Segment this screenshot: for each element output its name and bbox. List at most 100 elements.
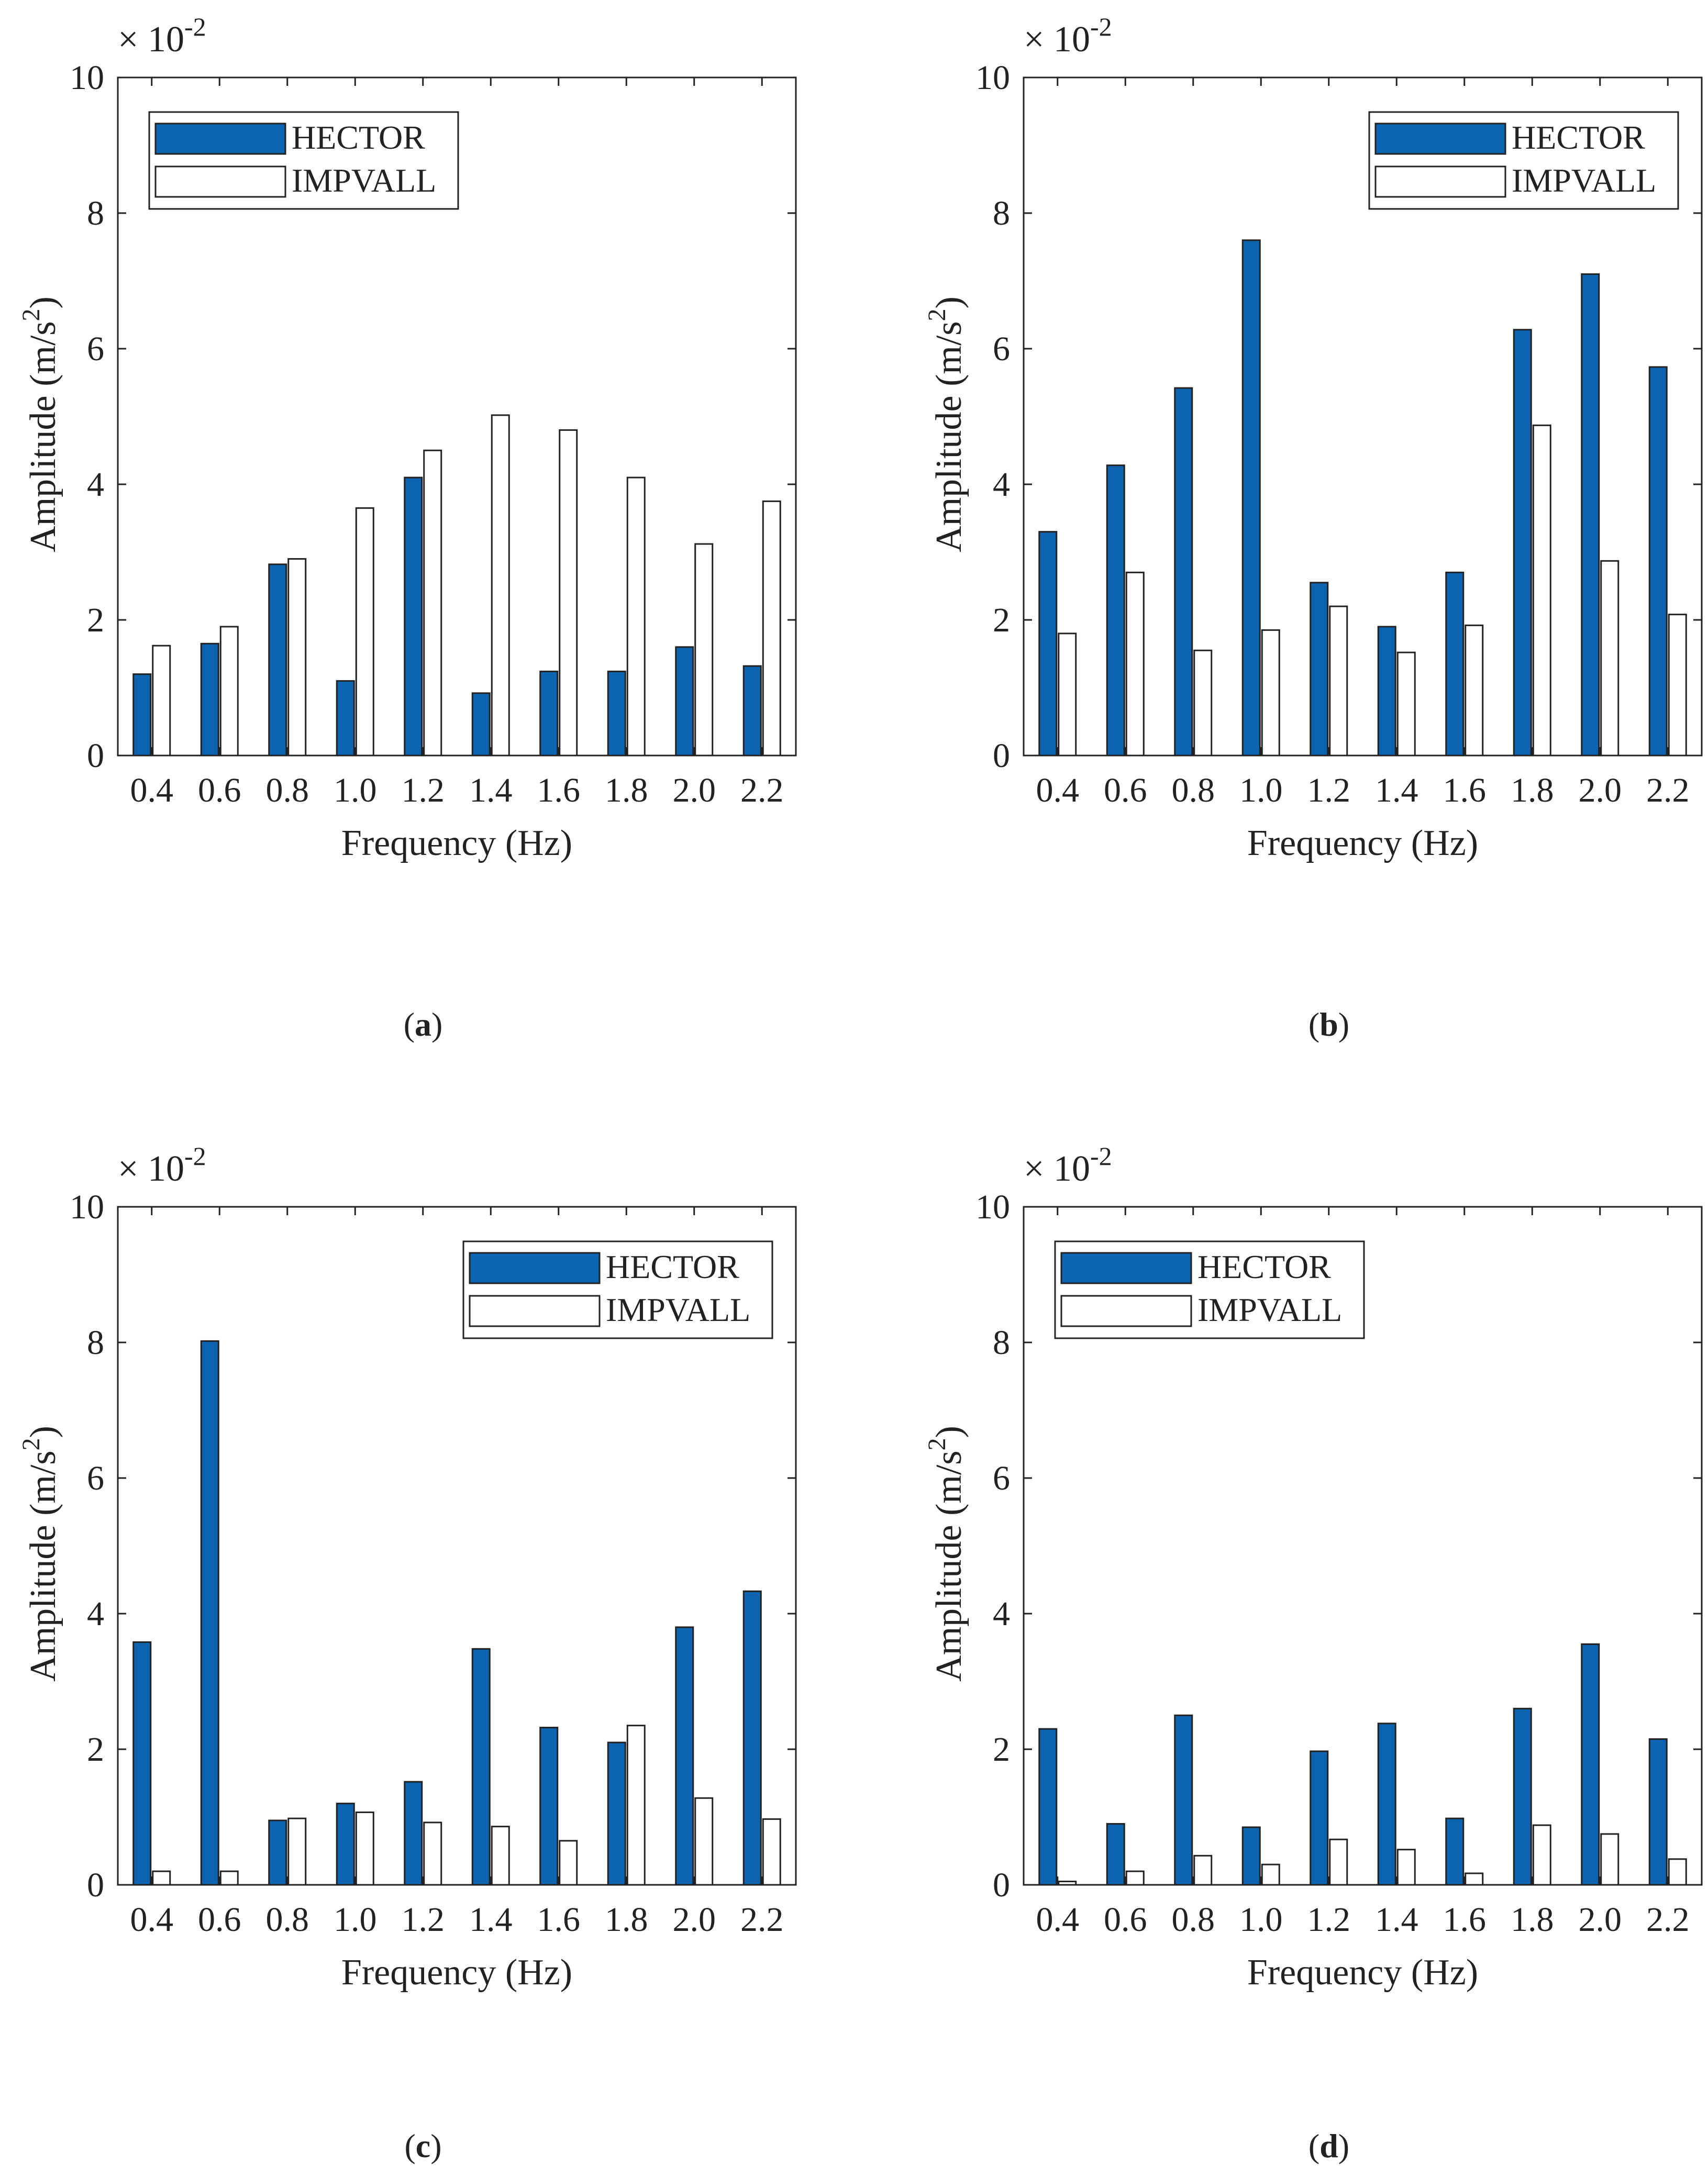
bar-hector-1.6 <box>539 1727 559 1886</box>
legend-swatch-impvall <box>1374 165 1506 198</box>
legend-swatch-hector <box>154 123 286 155</box>
bar-impvall-0.8 <box>1193 1854 1213 1886</box>
axis-multiplier: × 10-2 <box>118 1141 206 1189</box>
bar-hector-2.2 <box>1648 366 1668 757</box>
axis-multiplier: × 10-2 <box>118 12 206 60</box>
multiplier-base: × 10 <box>1024 1149 1090 1189</box>
bar-hector-0.8 <box>1174 387 1193 757</box>
panel-caption-letter: d <box>1319 2127 1338 2164</box>
bar-hector-1.4 <box>1377 626 1396 757</box>
x-axis-label: Frequency (Hz) <box>1247 1952 1478 1993</box>
x-tick-label: 0.4 <box>130 1901 174 1939</box>
bar-impvall-1.2 <box>1329 605 1348 757</box>
bar-impvall-1.8 <box>1532 424 1551 757</box>
bar-impvall-0.4 <box>152 1870 171 1886</box>
bar-hector-0.4 <box>1038 1728 1058 1886</box>
bar-hector-1.6 <box>539 670 559 757</box>
x-tick-label: 0.6 <box>1104 771 1147 809</box>
bar-impvall-2.2 <box>762 1818 781 1886</box>
y-axis-label: Amplitude (m/s2) <box>17 296 63 552</box>
multiplier-base: × 10 <box>118 1149 184 1189</box>
bar-hector-1.4 <box>471 692 491 757</box>
multiplier-exponent: -2 <box>1090 1141 1112 1171</box>
bar-hector-2.2 <box>1648 1738 1668 1886</box>
bar-hector-1.6 <box>1445 571 1465 757</box>
panel-caption: (c) <box>404 2127 441 2164</box>
bar-impvall-1.0 <box>1261 1863 1280 1886</box>
y-axis-label-sup: 2 <box>923 308 951 321</box>
bar-impvall-0.6 <box>219 626 239 757</box>
x-axis-label: Frequency (Hz) <box>1247 823 1478 863</box>
x-axis-label: Frequency (Hz) <box>341 1952 572 1993</box>
legend-label-impvall: IMPVALL <box>292 162 436 199</box>
x-tick-label: 0.8 <box>1172 771 1215 809</box>
plot-frame <box>1023 76 1703 757</box>
panel-caption-letter: b <box>1319 1006 1338 1043</box>
bar-hector-0.6 <box>1106 464 1125 757</box>
bar-hector-1.2 <box>1310 582 1329 757</box>
x-tick-label: 2.0 <box>673 771 716 809</box>
bar-hector-1.0 <box>336 680 355 757</box>
x-tick-label: 1.2 <box>1307 771 1351 809</box>
plot-frame <box>117 1206 797 1886</box>
bar-hector-1.2 <box>1310 1750 1329 1886</box>
multiplier-exponent: -2 <box>184 1141 206 1171</box>
bar-impvall-1.6 <box>1465 624 1484 757</box>
x-tick-label: 2.0 <box>1579 1901 1622 1939</box>
axis-multiplier: × 10-2 <box>1024 1141 1112 1189</box>
x-tick-label: 0.8 <box>1172 1901 1215 1939</box>
y-tick-label: 8 <box>87 194 104 232</box>
y-axis-label: Amplitude (m/s2) <box>923 1426 969 1682</box>
x-tick-label: 1.2 <box>1307 1901 1351 1939</box>
bar-hector-1.4 <box>471 1648 491 1886</box>
y-axis-label-close: ) <box>929 296 969 308</box>
legend-swatch-impvall <box>154 165 286 198</box>
bar-impvall-2.0 <box>1600 1833 1620 1886</box>
x-tick-label: 2.2 <box>740 771 784 809</box>
legend-swatch-hector <box>469 1252 601 1284</box>
x-tick-label: 1.0 <box>1239 771 1283 809</box>
bar-hector-2.0 <box>1581 273 1600 757</box>
y-axis-label: Amplitude (m/s2) <box>923 296 969 552</box>
y-tick-label: 10 <box>70 1188 104 1226</box>
x-tick-label: 0.6 <box>1104 1901 1147 1939</box>
bar-hector-1.0 <box>336 1803 355 1886</box>
bar-hector-2.2 <box>742 1590 762 1886</box>
bar-hector-0.4 <box>132 673 152 757</box>
legend-label-impvall: IMPVALL <box>1512 162 1656 199</box>
legend-swatch-hector <box>1374 123 1506 155</box>
bar-hector-0.6 <box>200 642 219 757</box>
x-tick-label: 0.6 <box>198 771 241 809</box>
x-tick-label: 1.4 <box>1375 771 1418 809</box>
x-tick-label: 2.2 <box>1646 1901 1690 1939</box>
bar-hector-1.8 <box>1513 329 1532 757</box>
bar-hector-1.2 <box>404 1781 423 1886</box>
bar-impvall-1.8 <box>626 1725 646 1886</box>
y-axis-label-close: ) <box>23 1426 63 1438</box>
bar-hector-1.4 <box>1377 1723 1396 1886</box>
bar-hector-2.0 <box>1581 1643 1600 1886</box>
bar-hector-1.2 <box>404 476 423 757</box>
y-axis-label-main: Amplitude (m/s <box>929 1450 969 1681</box>
x-tick-label: 0.4 <box>130 771 174 809</box>
legend-label-impvall: IMPVALL <box>1197 1291 1342 1328</box>
y-tick-label: 6 <box>993 1459 1010 1497</box>
chart-panel-c: 0 2 4 6 8 10 0.4 0.6 0.8 1.0 1.2 1.4 1.6 1.8 2.0 2.2 Fre… <box>17 1141 797 2164</box>
y-tick-label: 0 <box>87 1866 104 1904</box>
bar-impvall-2.0 <box>694 543 714 757</box>
bar-impvall-1.4 <box>491 414 510 757</box>
y-tick-label: 6 <box>87 1459 104 1497</box>
bar-impvall-1.6 <box>1465 1872 1484 1886</box>
y-tick-label: 2 <box>993 601 1010 639</box>
y-tick-label: 8 <box>993 194 1010 232</box>
y-tick-label: 10 <box>975 59 1010 97</box>
bar-impvall-0.6 <box>219 1870 239 1886</box>
bar-impvall-1.0 <box>1261 629 1280 757</box>
bar-hector-1.6 <box>1445 1817 1465 1886</box>
x-tick-label: 1.6 <box>537 1901 581 1939</box>
x-tick-label: 2.2 <box>1646 771 1690 809</box>
x-tick-label: 1.6 <box>1443 771 1487 809</box>
legend: HECTOR IMPVALL <box>148 111 459 210</box>
bar-hector-0.6 <box>200 1340 219 1886</box>
